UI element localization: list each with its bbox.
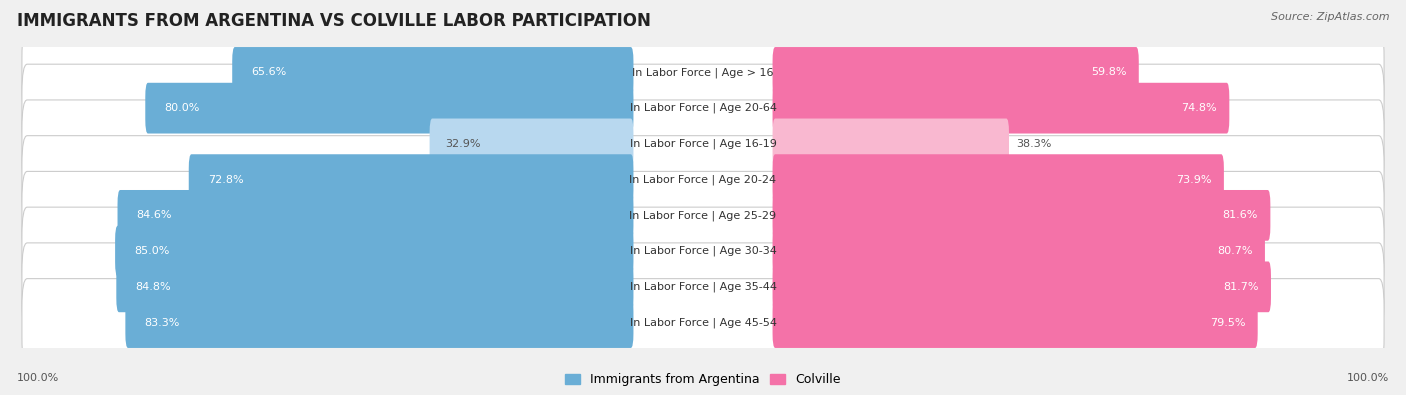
Text: In Labor Force | Age 20-64: In Labor Force | Age 20-64 bbox=[630, 103, 776, 113]
Text: 79.5%: 79.5% bbox=[1209, 318, 1246, 327]
Text: 72.8%: 72.8% bbox=[208, 175, 243, 184]
FancyBboxPatch shape bbox=[22, 278, 1384, 367]
Text: 59.8%: 59.8% bbox=[1091, 68, 1126, 77]
Text: IMMIGRANTS FROM ARGENTINA VS COLVILLE LABOR PARTICIPATION: IMMIGRANTS FROM ARGENTINA VS COLVILLE LA… bbox=[17, 12, 651, 30]
Text: 38.3%: 38.3% bbox=[1017, 139, 1052, 149]
Legend: Immigrants from Argentina, Colville: Immigrants from Argentina, Colville bbox=[565, 373, 841, 386]
FancyBboxPatch shape bbox=[22, 171, 1384, 260]
FancyBboxPatch shape bbox=[22, 28, 1384, 117]
FancyBboxPatch shape bbox=[22, 64, 1384, 152]
Text: 100.0%: 100.0% bbox=[17, 373, 59, 383]
FancyBboxPatch shape bbox=[772, 297, 1258, 348]
Text: 84.8%: 84.8% bbox=[135, 282, 172, 292]
Text: In Labor Force | Age 45-54: In Labor Force | Age 45-54 bbox=[630, 317, 776, 328]
FancyBboxPatch shape bbox=[22, 135, 1384, 224]
FancyBboxPatch shape bbox=[22, 207, 1384, 295]
FancyBboxPatch shape bbox=[22, 243, 1384, 331]
Text: Source: ZipAtlas.com: Source: ZipAtlas.com bbox=[1271, 12, 1389, 22]
Text: In Labor Force | Age 30-34: In Labor Force | Age 30-34 bbox=[630, 246, 776, 256]
Text: In Labor Force | Age 16-19: In Labor Force | Age 16-19 bbox=[630, 139, 776, 149]
Text: 81.6%: 81.6% bbox=[1223, 211, 1258, 220]
FancyBboxPatch shape bbox=[772, 83, 1229, 134]
Text: 74.8%: 74.8% bbox=[1181, 103, 1216, 113]
FancyBboxPatch shape bbox=[125, 297, 634, 348]
FancyBboxPatch shape bbox=[117, 261, 634, 312]
Text: 80.0%: 80.0% bbox=[165, 103, 200, 113]
FancyBboxPatch shape bbox=[772, 226, 1265, 276]
Text: 80.7%: 80.7% bbox=[1218, 246, 1253, 256]
FancyBboxPatch shape bbox=[772, 190, 1271, 241]
Text: 100.0%: 100.0% bbox=[1347, 373, 1389, 383]
Text: 65.6%: 65.6% bbox=[252, 68, 287, 77]
FancyBboxPatch shape bbox=[232, 47, 634, 98]
FancyBboxPatch shape bbox=[22, 100, 1384, 188]
FancyBboxPatch shape bbox=[118, 190, 634, 241]
Text: In Labor Force | Age > 16: In Labor Force | Age > 16 bbox=[633, 67, 773, 78]
Text: 81.7%: 81.7% bbox=[1223, 282, 1258, 292]
Text: 73.9%: 73.9% bbox=[1175, 175, 1212, 184]
FancyBboxPatch shape bbox=[772, 47, 1139, 98]
Text: 84.6%: 84.6% bbox=[136, 211, 172, 220]
Text: In Labor Force | Age 25-29: In Labor Force | Age 25-29 bbox=[630, 210, 776, 221]
FancyBboxPatch shape bbox=[145, 83, 634, 134]
FancyBboxPatch shape bbox=[430, 118, 634, 169]
Text: In Labor Force | Age 20-24: In Labor Force | Age 20-24 bbox=[630, 174, 776, 185]
FancyBboxPatch shape bbox=[772, 118, 1010, 169]
FancyBboxPatch shape bbox=[115, 226, 634, 276]
Text: 85.0%: 85.0% bbox=[134, 246, 170, 256]
FancyBboxPatch shape bbox=[772, 261, 1271, 312]
Text: 83.3%: 83.3% bbox=[145, 318, 180, 327]
Text: In Labor Force | Age 35-44: In Labor Force | Age 35-44 bbox=[630, 282, 776, 292]
FancyBboxPatch shape bbox=[188, 154, 634, 205]
FancyBboxPatch shape bbox=[772, 154, 1223, 205]
Text: 32.9%: 32.9% bbox=[446, 139, 481, 149]
